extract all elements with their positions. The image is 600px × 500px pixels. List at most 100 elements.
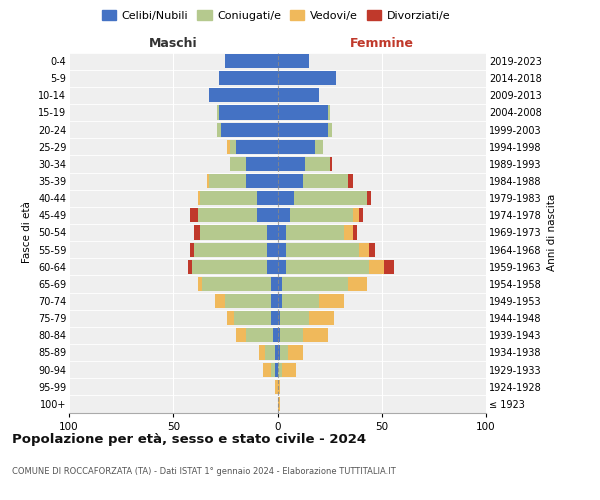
Bar: [328, 122, 332, 136]
Text: Femmine: Femmine: [350, 37, 414, 50]
Bar: [265, 346, 275, 360]
Bar: [277, 346, 280, 360]
Bar: [217, 122, 221, 136]
Bar: [349, 277, 367, 291]
Bar: [277, 226, 286, 239]
Y-axis label: Fasce di età: Fasce di età: [22, 202, 32, 264]
Bar: [277, 157, 305, 171]
Bar: [277, 311, 280, 325]
Bar: [267, 226, 277, 239]
Bar: [246, 157, 277, 171]
Bar: [290, 208, 353, 222]
Bar: [302, 328, 328, 342]
Bar: [259, 346, 265, 360]
Bar: [281, 277, 349, 291]
Bar: [198, 208, 257, 222]
Bar: [277, 54, 309, 68]
Bar: [275, 362, 277, 376]
Bar: [190, 208, 198, 222]
Bar: [226, 54, 277, 68]
Bar: [277, 380, 280, 394]
Bar: [246, 328, 274, 342]
Bar: [315, 140, 323, 154]
Bar: [277, 88, 319, 102]
Bar: [277, 174, 302, 188]
Bar: [221, 122, 277, 136]
Bar: [198, 191, 200, 205]
Bar: [286, 226, 344, 239]
Bar: [215, 294, 226, 308]
Bar: [190, 242, 194, 256]
Bar: [188, 260, 192, 274]
Bar: [280, 328, 302, 342]
Bar: [328, 106, 329, 120]
Bar: [319, 294, 344, 308]
Bar: [257, 208, 277, 222]
Bar: [194, 226, 200, 239]
Bar: [329, 157, 332, 171]
Bar: [192, 260, 267, 274]
Bar: [236, 328, 246, 342]
Bar: [206, 174, 209, 188]
Bar: [271, 294, 277, 308]
Bar: [275, 380, 277, 394]
Bar: [277, 328, 280, 342]
Bar: [230, 140, 236, 154]
Bar: [286, 260, 369, 274]
Text: COMUNE DI ROCCAFORZATA (TA) - Dati ISTAT 1° gennaio 2024 - Elaborazione TUTTITAL: COMUNE DI ROCCAFORZATA (TA) - Dati ISTAT…: [12, 467, 396, 476]
Bar: [271, 311, 277, 325]
Bar: [219, 106, 277, 120]
Bar: [277, 208, 290, 222]
Bar: [277, 277, 281, 291]
Bar: [274, 328, 277, 342]
Bar: [275, 346, 277, 360]
Bar: [281, 362, 296, 376]
Bar: [277, 242, 286, 256]
Bar: [227, 140, 230, 154]
Bar: [271, 362, 275, 376]
Bar: [267, 260, 277, 274]
Bar: [230, 157, 246, 171]
Bar: [277, 260, 286, 274]
Bar: [246, 174, 277, 188]
Bar: [200, 226, 267, 239]
Bar: [277, 362, 281, 376]
Bar: [277, 71, 336, 85]
Bar: [217, 106, 219, 120]
Bar: [236, 140, 277, 154]
Bar: [277, 140, 315, 154]
Bar: [209, 174, 246, 188]
Bar: [280, 346, 288, 360]
Bar: [367, 191, 371, 205]
Bar: [353, 208, 359, 222]
Text: Popolazione per età, sesso e stato civile - 2024: Popolazione per età, sesso e stato civil…: [12, 432, 366, 446]
Bar: [263, 362, 271, 376]
Bar: [226, 294, 271, 308]
Bar: [198, 277, 202, 291]
Bar: [271, 277, 277, 291]
Bar: [280, 311, 309, 325]
Y-axis label: Anni di nascita: Anni di nascita: [547, 194, 557, 271]
Bar: [349, 174, 353, 188]
Bar: [257, 191, 277, 205]
Bar: [369, 242, 376, 256]
Bar: [359, 242, 369, 256]
Bar: [219, 71, 277, 85]
Legend: Celibi/Nubili, Coniugati/e, Vedovi/e, Divorziati/e: Celibi/Nubili, Coniugati/e, Vedovi/e, Di…: [97, 6, 455, 25]
Bar: [288, 346, 302, 360]
Bar: [369, 260, 384, 274]
Bar: [305, 157, 329, 171]
Bar: [281, 294, 319, 308]
Bar: [209, 88, 277, 102]
Bar: [294, 191, 367, 205]
Bar: [277, 122, 328, 136]
Bar: [277, 294, 281, 308]
Bar: [359, 208, 363, 222]
Text: Maschi: Maschi: [149, 37, 197, 50]
Bar: [267, 242, 277, 256]
Bar: [302, 174, 349, 188]
Bar: [200, 191, 257, 205]
Bar: [286, 242, 359, 256]
Bar: [344, 226, 353, 239]
Bar: [277, 191, 294, 205]
